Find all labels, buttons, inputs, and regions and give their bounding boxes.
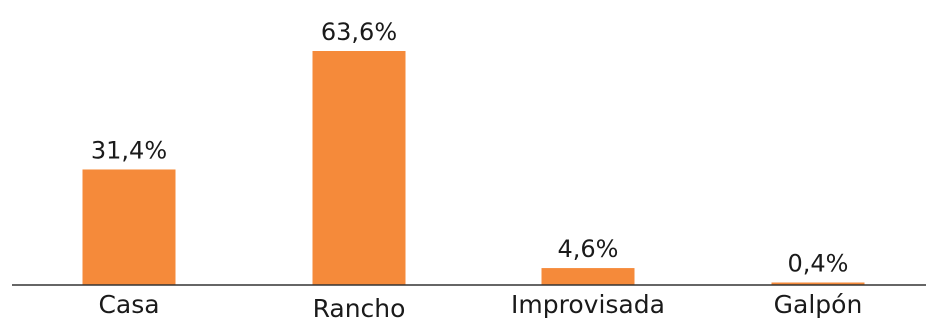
bar-galpon <box>771 282 865 285</box>
x-tick-label-improvisada: Improvisada <box>511 290 665 319</box>
bar-rancho <box>312 51 406 285</box>
x-tick-labels-layer: Casa Rancho Improvisada Galpón <box>98 290 862 320</box>
value-label-galpon: 0,4% <box>788 250 849 278</box>
value-label-rancho: 63,6% <box>321 18 397 46</box>
x-tick-label-galpon: Galpón <box>774 290 863 319</box>
value-label-casa: 31,4% <box>91 136 167 164</box>
value-labels-layer: 31,4% 63,6% 4,6% 0,4% <box>91 18 849 278</box>
x-tick-label-rancho: Rancho <box>313 294 406 320</box>
bars-layer <box>82 51 865 285</box>
bar-improvisada <box>541 268 635 285</box>
bar-casa <box>82 169 176 285</box>
x-tick-label-casa: Casa <box>98 290 159 319</box>
value-label-improvisada: 4,6% <box>558 235 619 263</box>
